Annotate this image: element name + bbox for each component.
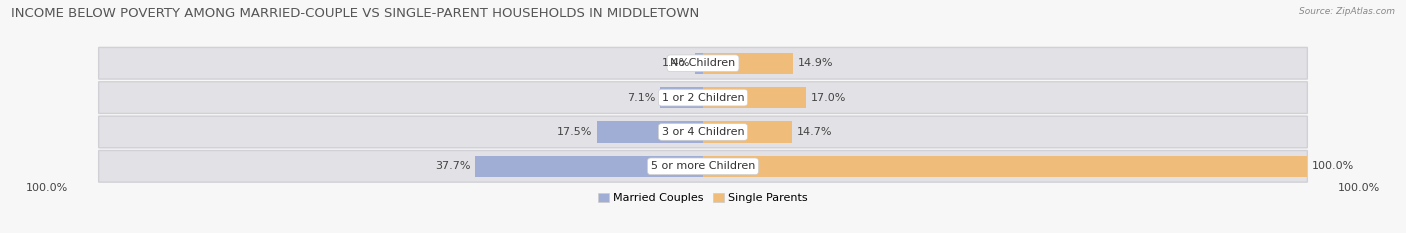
Text: 17.0%: 17.0% (811, 93, 846, 103)
FancyBboxPatch shape (98, 48, 1308, 79)
Bar (703, 87, 806, 108)
FancyBboxPatch shape (98, 82, 1308, 113)
Text: 100.0%: 100.0% (1337, 183, 1379, 193)
FancyBboxPatch shape (98, 116, 1308, 148)
Text: 1.4%: 1.4% (661, 58, 690, 68)
Bar (695, 53, 703, 74)
Bar (659, 87, 703, 108)
Bar (598, 121, 703, 143)
Bar (703, 53, 793, 74)
Text: 37.7%: 37.7% (434, 161, 471, 171)
Bar (703, 156, 1308, 177)
FancyBboxPatch shape (98, 151, 1308, 182)
Text: 14.7%: 14.7% (797, 127, 832, 137)
Text: 100.0%: 100.0% (27, 183, 69, 193)
Text: Source: ZipAtlas.com: Source: ZipAtlas.com (1299, 7, 1395, 16)
Text: 7.1%: 7.1% (627, 93, 655, 103)
Text: 100.0%: 100.0% (1312, 161, 1354, 171)
Bar (703, 121, 792, 143)
Text: No Children: No Children (671, 58, 735, 68)
Legend: Married Couples, Single Parents: Married Couples, Single Parents (598, 193, 808, 203)
Text: 17.5%: 17.5% (557, 127, 592, 137)
Text: 1 or 2 Children: 1 or 2 Children (662, 93, 744, 103)
Bar (475, 156, 703, 177)
Text: 3 or 4 Children: 3 or 4 Children (662, 127, 744, 137)
Text: INCOME BELOW POVERTY AMONG MARRIED-COUPLE VS SINGLE-PARENT HOUSEHOLDS IN MIDDLET: INCOME BELOW POVERTY AMONG MARRIED-COUPL… (11, 7, 700, 20)
Text: 5 or more Children: 5 or more Children (651, 161, 755, 171)
Text: 14.9%: 14.9% (797, 58, 834, 68)
